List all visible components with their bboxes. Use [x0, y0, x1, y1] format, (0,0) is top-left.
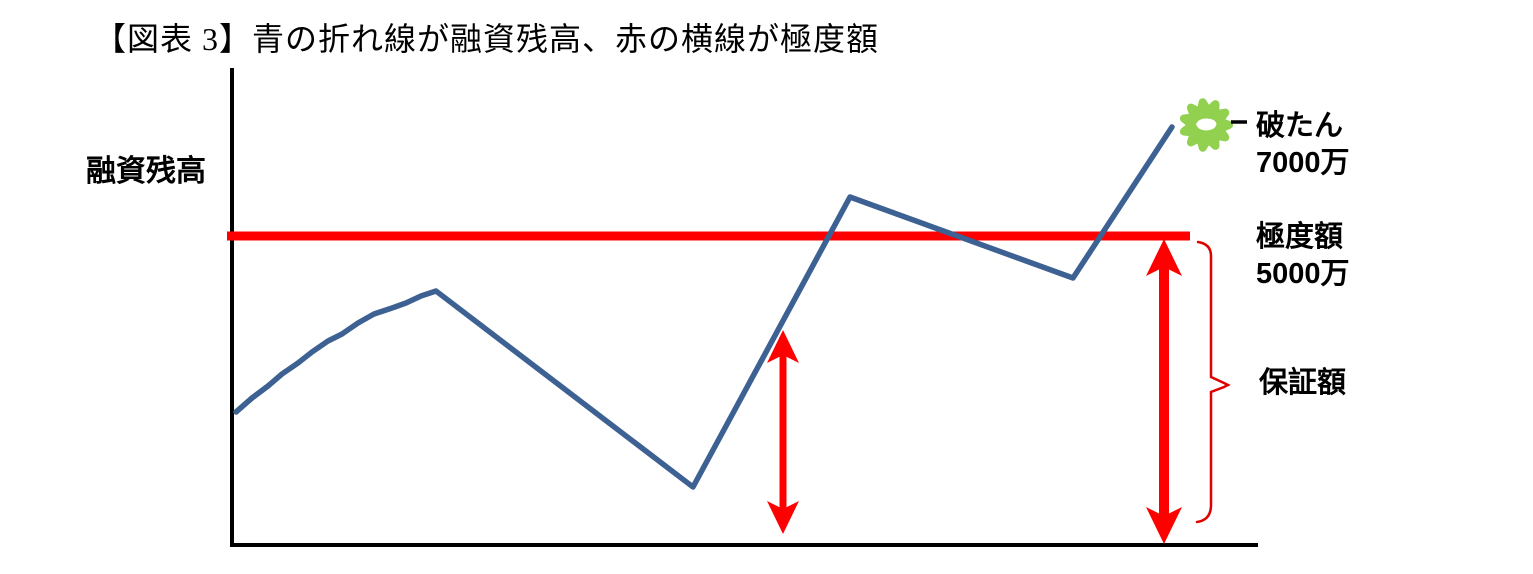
loan-balance-line [233, 124, 1175, 490]
chart-title: 【図表 3】青の折れ線が融資残高、赤の横線が極度額 [94, 21, 880, 57]
bankruptcy-label-line1: 破たん [1256, 110, 1344, 142]
burst-icon [1179, 98, 1233, 152]
y-axis-label: 融資残高 [86, 155, 206, 188]
gap-arrow-middle [767, 330, 799, 534]
credit-limit-label-line2: 5000万 [1256, 258, 1350, 290]
bankruptcy-label: 破たん 7000万 [1256, 108, 1350, 182]
guarantee-arrow [1146, 239, 1182, 544]
guarantee-bracket [1195, 240, 1231, 524]
credit-limit-label-line1: 極度額 [1256, 221, 1344, 253]
bankruptcy-label-line2: 7000万 [1256, 147, 1350, 179]
guarantee-label: 保証額 [1259, 367, 1347, 399]
credit-limit-label: 極度額 5000万 [1256, 219, 1350, 293]
